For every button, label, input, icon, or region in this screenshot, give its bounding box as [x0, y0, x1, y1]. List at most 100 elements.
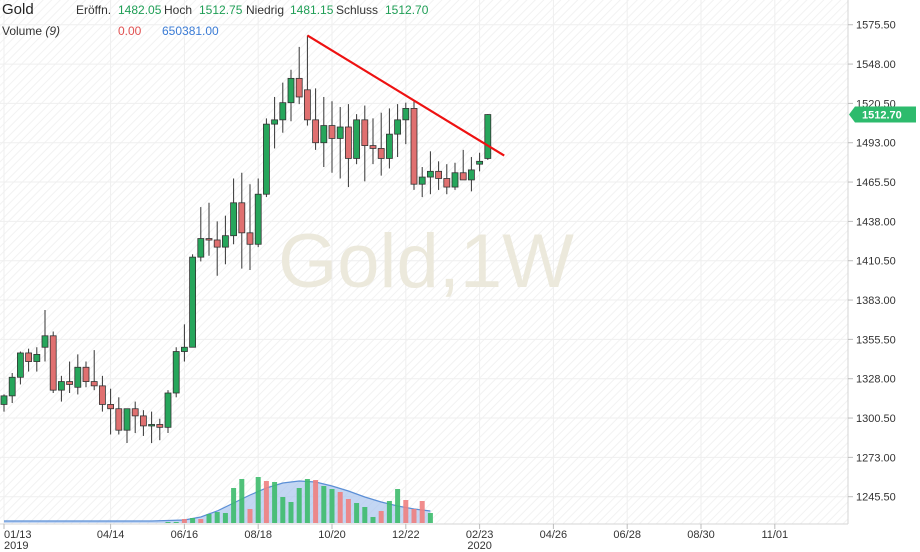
volume-bar	[288, 502, 294, 523]
x-tick-label: 06/16	[171, 529, 199, 541]
candle-up	[74, 366, 82, 388]
volume-bar	[362, 507, 368, 523]
volume-average: 650381.00	[162, 24, 219, 38]
volume-label: Volume (9)	[2, 24, 60, 38]
volume-period: (9)	[45, 24, 61, 38]
volume-bar	[173, 522, 179, 523]
low-value: 1481.15	[290, 3, 334, 17]
candle-up	[320, 125, 328, 144]
volume-bar	[181, 519, 187, 523]
candle-down	[295, 77, 303, 98]
trendline-group[interactable]	[306, 34, 505, 157]
volume-bar	[198, 519, 204, 523]
candle-down	[361, 119, 369, 146]
volume-bar	[403, 500, 409, 523]
y-tick-label: 1383.00	[856, 295, 896, 307]
candle-down	[205, 238, 213, 241]
volume-bar	[378, 511, 384, 523]
volume-bar	[263, 481, 269, 523]
candle-up	[123, 408, 131, 431]
y-tick-label: 1245.50	[856, 492, 896, 504]
candle-down	[328, 125, 336, 139]
candle-down	[25, 352, 33, 362]
candle-up	[467, 169, 475, 181]
candle-down	[377, 148, 385, 159]
open-label: Eröffn.	[76, 3, 112, 17]
candle-up	[41, 335, 49, 348]
candle-up	[418, 176, 426, 185]
volume-bar	[231, 488, 237, 523]
candle-down	[82, 366, 90, 382]
candle-down	[246, 232, 254, 245]
candle-down	[90, 381, 98, 387]
y-tick-label: 1328.00	[856, 374, 896, 386]
candle-down	[213, 239, 221, 248]
grid	[0, 0, 848, 524]
x-tick-label: 12/22	[392, 529, 420, 541]
last-price-badge-group: 1512.70	[849, 106, 916, 123]
candle-down	[435, 170, 443, 179]
candle-up	[336, 126, 344, 139]
y-tick-label: 1575.50	[856, 20, 896, 32]
candle-down	[369, 145, 377, 149]
high-value: 1512.75	[199, 3, 243, 17]
volume-bar	[370, 517, 376, 523]
candle-up	[164, 392, 172, 428]
candle-up	[16, 352, 24, 378]
volume-bar	[313, 480, 319, 523]
close-value: 1512.70	[385, 3, 429, 17]
volume-bar	[247, 509, 253, 523]
candle-up	[8, 376, 16, 397]
candle-up	[484, 114, 492, 159]
x-tick-label: 02/23	[466, 529, 494, 541]
candle-down	[131, 408, 139, 417]
volume-bar	[395, 489, 401, 523]
volume-bar	[337, 492, 343, 523]
candle-down	[107, 404, 114, 410]
candle-down	[99, 385, 106, 405]
candle-down	[115, 408, 123, 431]
symbol-label: Gold	[2, 1, 34, 18]
volume-bar	[190, 518, 196, 523]
price-axis[interactable]: 1575.501548.001520.501493.001465.501438.…	[848, 20, 896, 504]
candle-up	[221, 235, 229, 248]
candle-up	[451, 172, 459, 188]
x-tick-label: 04/26	[540, 529, 568, 541]
y-tick-label: 1548.00	[856, 59, 896, 71]
candle-up	[287, 77, 295, 104]
x-tick-label: 11/01	[761, 529, 788, 541]
candle-up	[262, 123, 270, 195]
x-tick-year: 2019	[4, 540, 28, 552]
chart-header: Gold Eröffn. 1482.05 Hoch 1512.75 Niedri…	[0, 0, 860, 40]
candle-up	[189, 256, 197, 348]
plot-hatch	[0, 0, 848, 524]
candle-up	[385, 133, 393, 159]
y-tick-label: 1493.00	[856, 138, 896, 150]
candle-up	[476, 160, 484, 165]
y-tick-label: 1355.50	[856, 334, 896, 346]
candle-up	[279, 102, 287, 121]
candle-up	[426, 170, 434, 178]
volume-bar	[386, 501, 392, 523]
candle-up	[180, 346, 188, 352]
candle-up	[172, 351, 180, 394]
volume-bar	[427, 513, 433, 523]
candle-down	[459, 172, 467, 181]
candle-down	[443, 178, 451, 188]
candle-up	[0, 395, 8, 405]
volume-pane	[4, 477, 433, 523]
volume-bar	[321, 486, 327, 523]
high-label: Hoch	[164, 3, 193, 17]
volume-bar	[280, 497, 286, 523]
volume-bar	[239, 479, 245, 523]
trendline[interactable]	[306, 34, 505, 157]
candle-down	[139, 415, 147, 427]
volume-bar	[272, 482, 278, 523]
y-tick-label: 1300.50	[856, 413, 896, 425]
x-tick-label: 10/20	[318, 529, 346, 541]
volume-bar	[345, 499, 351, 523]
candle-up	[271, 119, 279, 125]
close-label: Schluss	[336, 3, 379, 17]
